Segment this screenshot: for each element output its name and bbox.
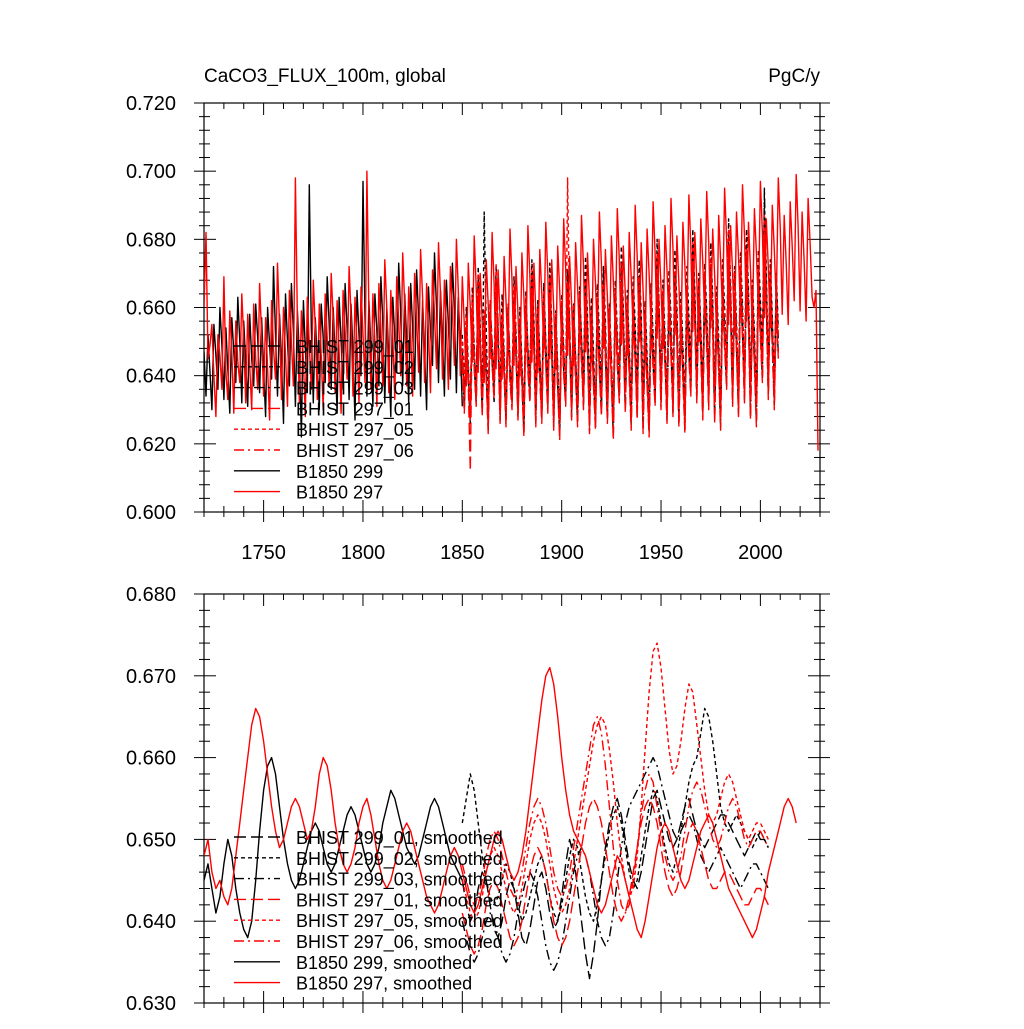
bottom-panel: 0.630 0.640 0.650 0.660 0.670 0.680 BHIST 299_… xyxy=(126,584,830,1015)
x-tick-label: 1900 xyxy=(539,542,584,564)
y-tick-label: 0.720 xyxy=(126,93,176,115)
top-panel-units: PgC/y xyxy=(768,66,820,87)
legend-label: B1850 297, smoothed xyxy=(296,974,472,994)
legend-label: BHIST 297_01 xyxy=(296,399,414,420)
legend-label: B1850 297 xyxy=(296,483,383,503)
y-tick-label: 0.660 xyxy=(126,298,176,320)
x-tick-label: 1950 xyxy=(639,542,684,564)
legend-label: BHIST 297_06 xyxy=(296,441,414,462)
legend-label: BHIST 297_01, smoothed xyxy=(296,890,503,911)
top-panel-title: CaCO3_FLUX_100m, global xyxy=(204,66,446,87)
legend-label: BHIST 299_01 xyxy=(296,337,414,358)
x-tick-label: 1850 xyxy=(440,542,485,564)
y-tick-label: 0.680 xyxy=(126,229,176,251)
series-line-bhist-299-03-smoothed xyxy=(461,756,769,971)
series-line-b1850-297-smoothed xyxy=(204,666,797,939)
legend-label: BHIST 297_05 xyxy=(296,420,414,441)
top-panel: CaCO3_FLUX_100m, global PgC/y 1750 1800 18… xyxy=(126,66,830,564)
series-group xyxy=(204,170,819,472)
series-line-bhist-297-01-smoothed xyxy=(461,797,769,955)
plot-frame xyxy=(203,593,821,1004)
series-line-bhist-299-01-smoothed xyxy=(461,789,769,980)
series-line-b1850-297 xyxy=(204,170,819,451)
x-tick-label: 1750 xyxy=(241,542,286,564)
y-tick-label: 0.620 xyxy=(126,434,176,456)
series-group xyxy=(204,642,797,980)
x-tick-label: 1800 xyxy=(341,542,386,564)
y-tick-label: 0.670 xyxy=(126,666,176,688)
legend-label: B1850 299 xyxy=(296,462,383,482)
legend-label: BHIST 299_02 xyxy=(296,358,414,379)
legend-label: BHIST 297_05, smoothed xyxy=(296,911,503,932)
x-tick-label: 2000 xyxy=(738,542,783,564)
y-tick-label: 0.650 xyxy=(126,829,176,851)
y-tick-label: 0.680 xyxy=(126,584,176,606)
y-tick-label: 0.660 xyxy=(126,748,176,770)
y-tick-label: 0.640 xyxy=(126,366,176,388)
y-tick-label: 0.630 xyxy=(126,993,176,1015)
y-tick-label: 0.640 xyxy=(126,911,176,933)
legend-label: BHIST 299_03 xyxy=(296,379,414,400)
legend-label: B1850 299, smoothed xyxy=(296,953,472,973)
legend-label: BHIST 299_03, smoothed xyxy=(296,870,503,891)
y-tick-label: 0.600 xyxy=(126,502,176,524)
series-line-bhist-299-02-smoothed xyxy=(461,707,769,922)
series-line-b1850-299-smoothed xyxy=(204,756,463,939)
legend-label: BHIST 299_01, smoothed xyxy=(296,828,503,849)
y-tick-label: 0.700 xyxy=(126,161,176,183)
legend-label: BHIST 297_06, smoothed xyxy=(296,932,503,953)
series-line-bhist-297-05-smoothed xyxy=(461,642,769,922)
legend-label: BHIST 299_02, smoothed xyxy=(296,849,503,870)
